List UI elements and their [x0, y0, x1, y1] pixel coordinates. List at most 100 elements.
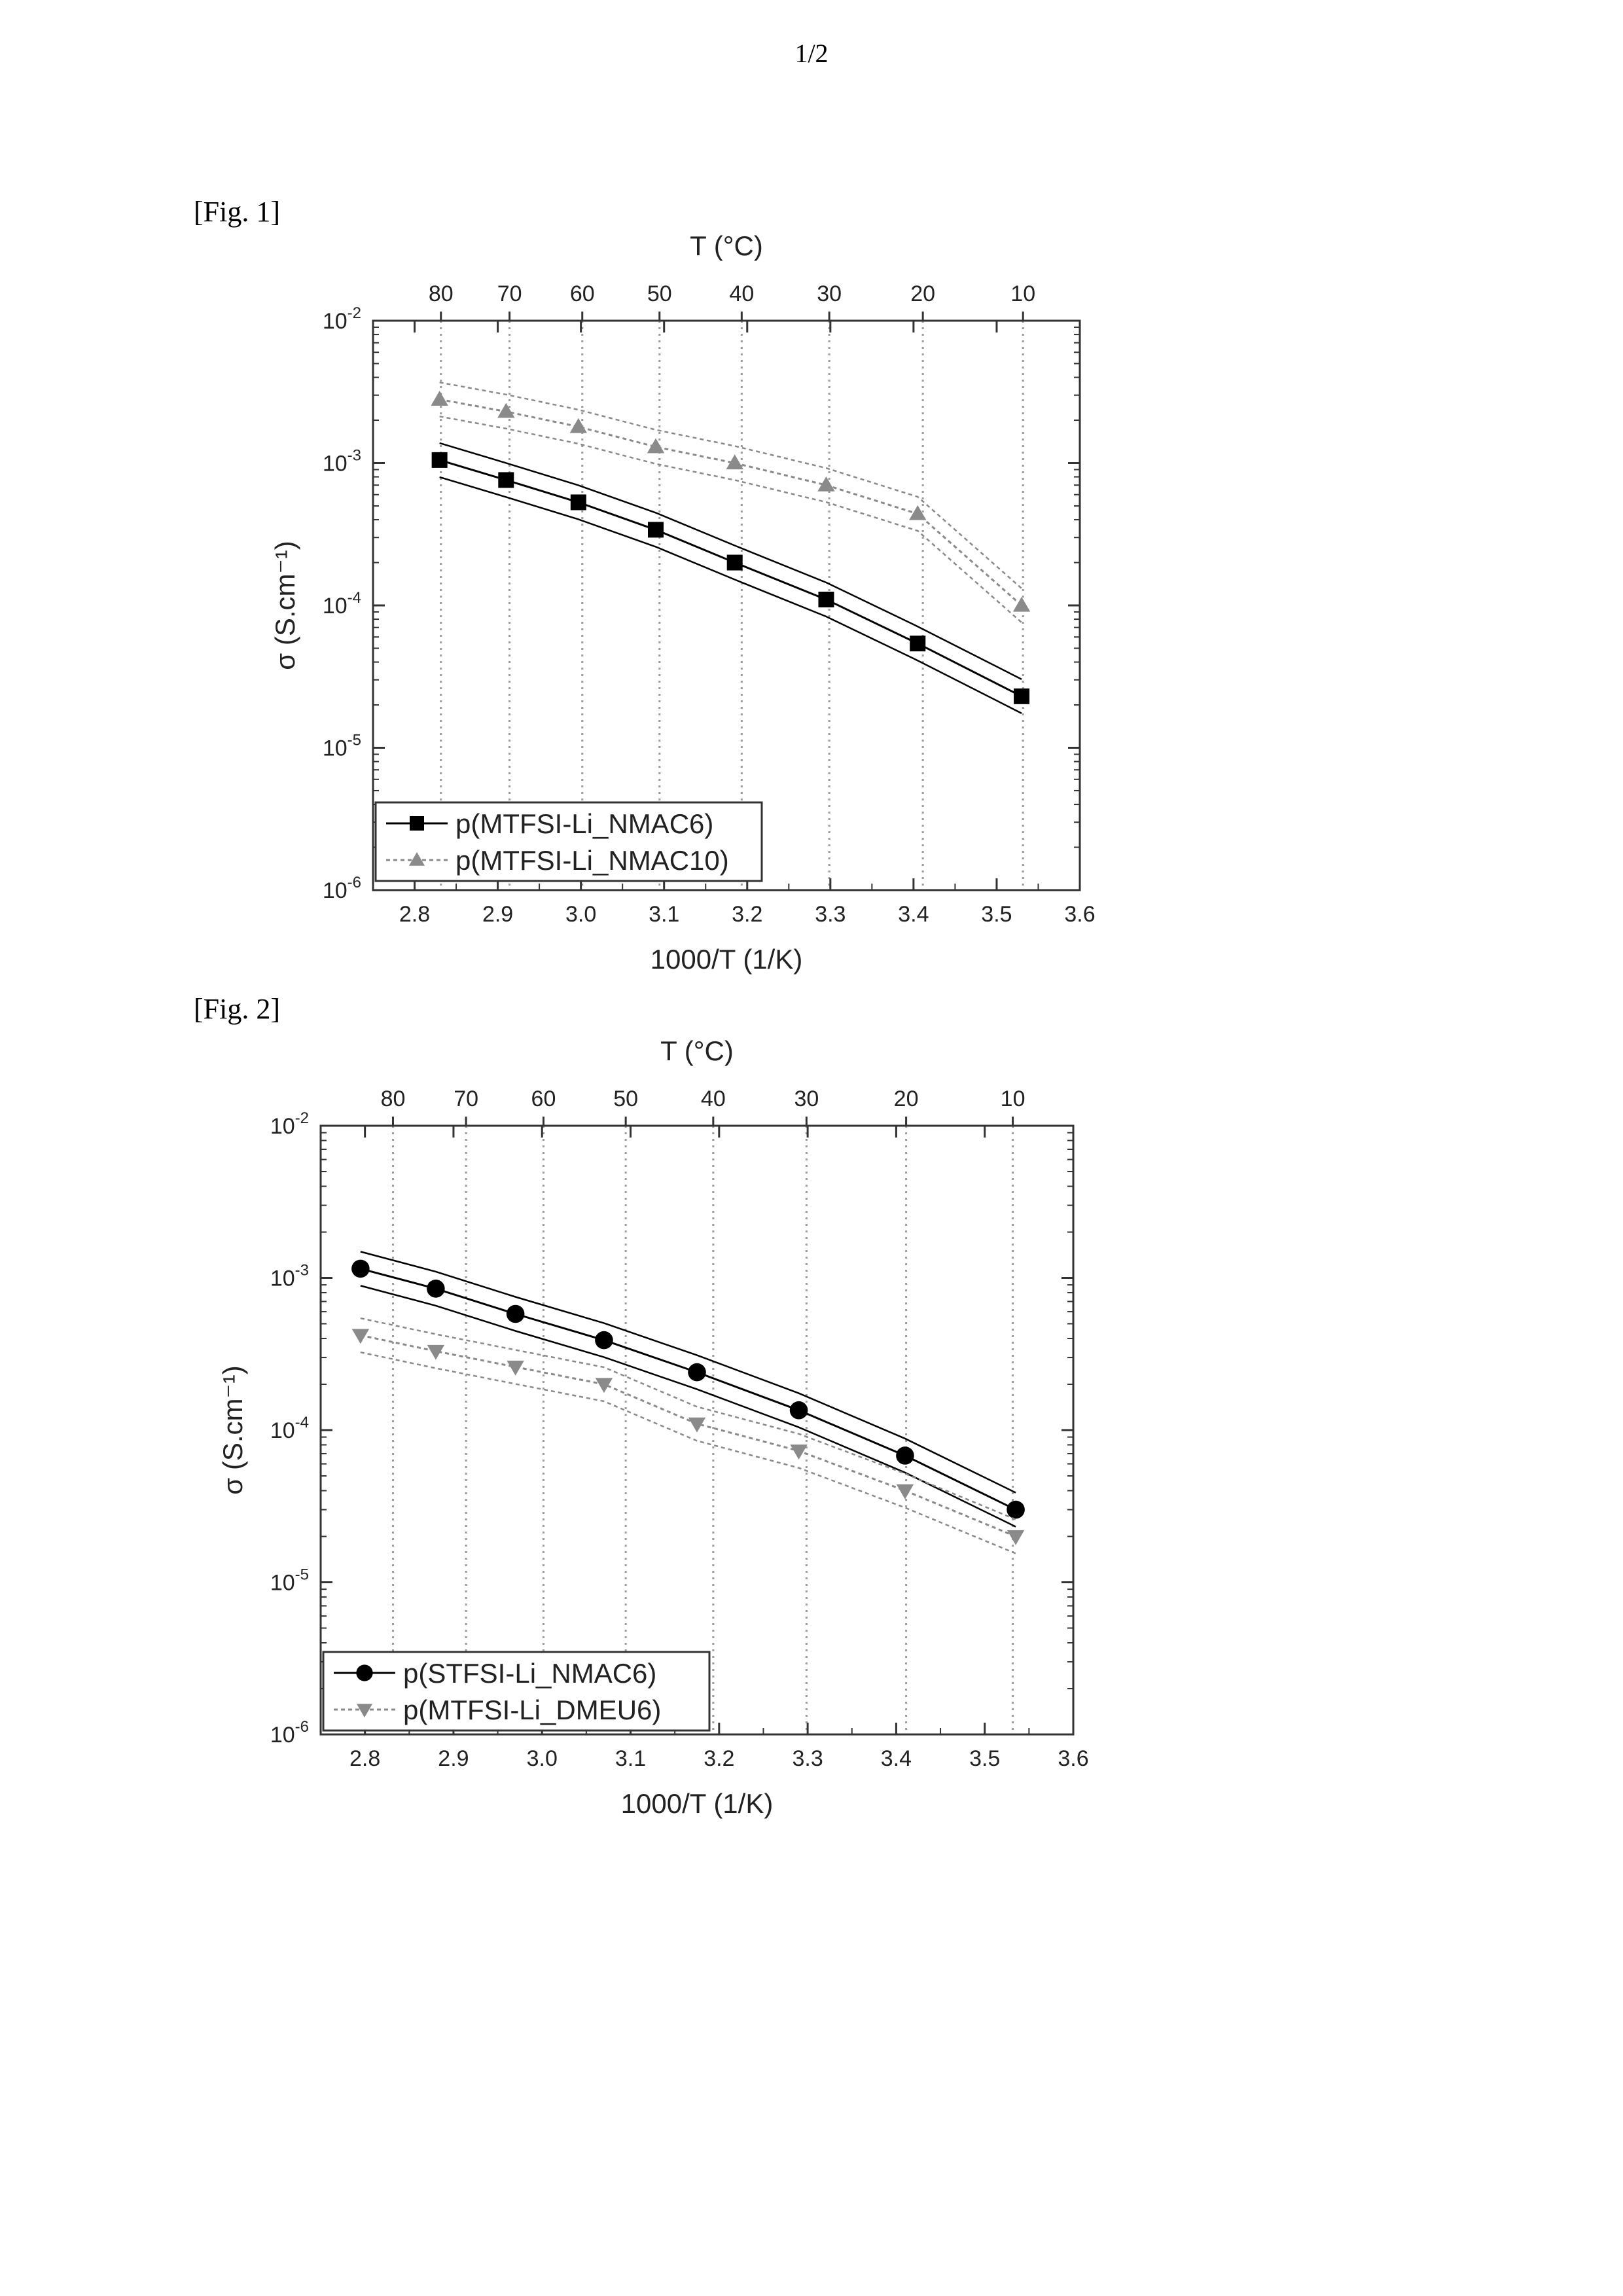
- chart-1-top-tick-label: 50: [647, 281, 672, 306]
- chart-2-series-2-point: [896, 1484, 914, 1499]
- chart-2-series-1-envelope: [360, 1251, 1016, 1494]
- chart-1-series-2-envelope: [439, 382, 1022, 589]
- chart-2-x-tick-label: 3.6: [1058, 1746, 1088, 1771]
- chart-1-y-tick-label: 10-2: [323, 304, 361, 334]
- chart-2-series-1-point: [595, 1331, 613, 1350]
- chart-1-series-1-point: [910, 636, 926, 652]
- chart-2-legend: [322, 1651, 711, 1732]
- chart-1-x-tick-label: 3.6: [1064, 902, 1095, 927]
- chart-2-series-2-point: [595, 1378, 613, 1393]
- chart-2-legend-label: p(MTFSI-Li_DMEU6): [403, 1695, 661, 1725]
- chart-1-top-tick-label: 30: [817, 281, 842, 306]
- chart-2-x-tick-label: 3.5: [969, 1746, 1000, 1771]
- chart-1-series-1-point: [431, 452, 448, 468]
- figure-2-label: [Fig. 2]: [194, 993, 280, 1025]
- chart-2-x-tick-label: 3.2: [704, 1746, 734, 1771]
- chart-2-y-tick-label: 10-5: [270, 1566, 309, 1596]
- chart-1-series-1-point: [498, 472, 514, 488]
- chart-1-series-2-point: [647, 438, 665, 454]
- chart-2-y-tick-label: 10-6: [270, 1718, 309, 1748]
- chart-1-x-tick-label: 2.8: [399, 902, 430, 927]
- chart-1-legend-label: p(MTFSI-Li_NMAC6): [455, 808, 713, 839]
- chart-1-series-1-point: [648, 522, 664, 538]
- chart-2-series-2-point: [427, 1344, 445, 1360]
- chart-2-top-tick-label: 10: [1001, 1086, 1026, 1111]
- chart-1-series-1-point: [570, 494, 586, 511]
- chart-1-series-2-line: [439, 398, 1023, 607]
- chart-1-series-1-envelope: [439, 476, 1022, 714]
- chart-2-top-tick-label: 30: [794, 1086, 819, 1111]
- chart-1-series-1-point: [726, 554, 743, 571]
- chart-2-top-tick-label: 40: [701, 1086, 726, 1111]
- chart-1-y-tick-label: 10-3: [323, 447, 361, 476]
- chart-2-top-tick-label: 20: [894, 1086, 919, 1111]
- chart-1-y-tick-label: 10-4: [323, 589, 361, 619]
- chart-2-x-tick-label: 2.9: [438, 1746, 469, 1771]
- chart-2-series-2-point: [688, 1417, 706, 1433]
- chart-2-series-1-point: [789, 1401, 808, 1420]
- chart-1-top-tick-label: 70: [497, 281, 522, 306]
- chart-1-series-2-point: [569, 418, 588, 433]
- chart-2-x-axis-title: 1000/T (1/K): [621, 1788, 774, 1819]
- chart-2-series-1-point: [427, 1280, 445, 1298]
- chart-1-top-axis-title: T (°C): [690, 230, 763, 261]
- chart-2-legend-marker: [356, 1704, 373, 1718]
- chart-2-y-tick-label: 10-2: [270, 1109, 309, 1139]
- chart-1-series-2-envelope: [439, 416, 1022, 623]
- chart-2-series-1-point: [1007, 1500, 1025, 1519]
- chart-2-x-tick-label: 2.8: [349, 1746, 380, 1771]
- chart-2-x-tick-label: 3.4: [881, 1746, 912, 1771]
- chart-1-top-tick-label: 80: [429, 281, 454, 306]
- chart-2-x-tick-label: 3.1: [615, 1746, 646, 1771]
- chart-2-series-1-envelope: [360, 1285, 1016, 1528]
- chart-1-y-axis-title: σ (S.cm⁻¹): [270, 541, 300, 670]
- chart-1-x-tick-label: 3.5: [981, 902, 1012, 927]
- chart-2-series-2-point: [790, 1444, 808, 1460]
- chart-2-series-2-point: [351, 1329, 370, 1344]
- chart-2-y-axis-title: σ (S.cm⁻¹): [217, 1365, 248, 1494]
- chart-2-series-1-line: [360, 1267, 1016, 1511]
- chart-2-legend-label: p(STFSI-Li_NMAC6): [403, 1658, 656, 1689]
- chart-2-series-2-point: [1007, 1530, 1025, 1545]
- chart-2-top-axis-title: T (°C): [660, 1035, 734, 1066]
- chart-2-y-tick-label: 10-3: [270, 1262, 309, 1291]
- chart-2-series-2-point: [507, 1360, 524, 1376]
- figure-1-chart: T (°C) 80 70 60 50 40 30 20 10 2.8 2.9 3.0 3.1 3.2 3.3…: [270, 230, 1096, 975]
- chart-1-x-tick-label: 3.4: [898, 902, 929, 927]
- chart-1-y-tick-label: 10-5: [323, 732, 361, 761]
- chart-1-series-2-point: [1012, 596, 1031, 612]
- chart-1-series-2-point: [726, 454, 743, 470]
- chart-2-top-tick-label: 50: [613, 1086, 638, 1111]
- chart-1-legend-label: p(MTFSI-Li_NMAC10): [455, 845, 729, 876]
- chart-1-series-1-point: [818, 591, 834, 607]
- chart-2-series-2-line: [360, 1334, 1016, 1537]
- chart-2-series-1-point: [688, 1363, 706, 1382]
- chart-1-series-2-point: [431, 391, 448, 406]
- chart-1-legend-marker: [408, 852, 425, 866]
- chart-2-top-tick-label: 80: [381, 1086, 406, 1111]
- chart-1-top-tick-label: 20: [910, 281, 935, 306]
- chart-1-series-1-line: [439, 459, 1022, 698]
- chart-1-legend: [374, 801, 763, 882]
- chart-1-series-2-point: [497, 403, 515, 418]
- chart-1-series-2-point: [817, 476, 835, 492]
- chart-2-series-1-point: [506, 1304, 525, 1323]
- chart-1-legend-marker: [410, 816, 424, 831]
- chart-1-series-1-envelope: [439, 442, 1022, 680]
- chart-2-series-1-point: [896, 1446, 914, 1465]
- page-number: 1/2: [794, 39, 829, 68]
- chart-2-legend-marker: [356, 1664, 373, 1681]
- chart-1-x-tick-label: 3.2: [732, 902, 762, 927]
- chart-2-top-tick-label: 60: [531, 1086, 556, 1111]
- chart-2-series-1-point: [351, 1259, 370, 1278]
- chart-1-x-tick-label: 3.3: [815, 902, 846, 927]
- chart-1-top-tick-label: 10: [1010, 281, 1035, 306]
- chart-2-top-tick-label: 70: [454, 1086, 478, 1111]
- chart-2-series-2-envelope: [360, 1317, 1016, 1520]
- chart-1-top-tick-label: 40: [729, 281, 754, 306]
- chart-1-series-2-point: [909, 505, 927, 520]
- chart-1-x-tick-label: 3.1: [649, 902, 679, 927]
- chart-2-series-2-envelope: [360, 1351, 1016, 1554]
- chart-1-x-tick-label: 3.0: [565, 902, 596, 927]
- figure-2-chart: T (°C) 80 70 60 50 40 30 20 10 2.8 2.9 3.0 3.1 3.2 3.3…: [217, 1035, 1089, 1819]
